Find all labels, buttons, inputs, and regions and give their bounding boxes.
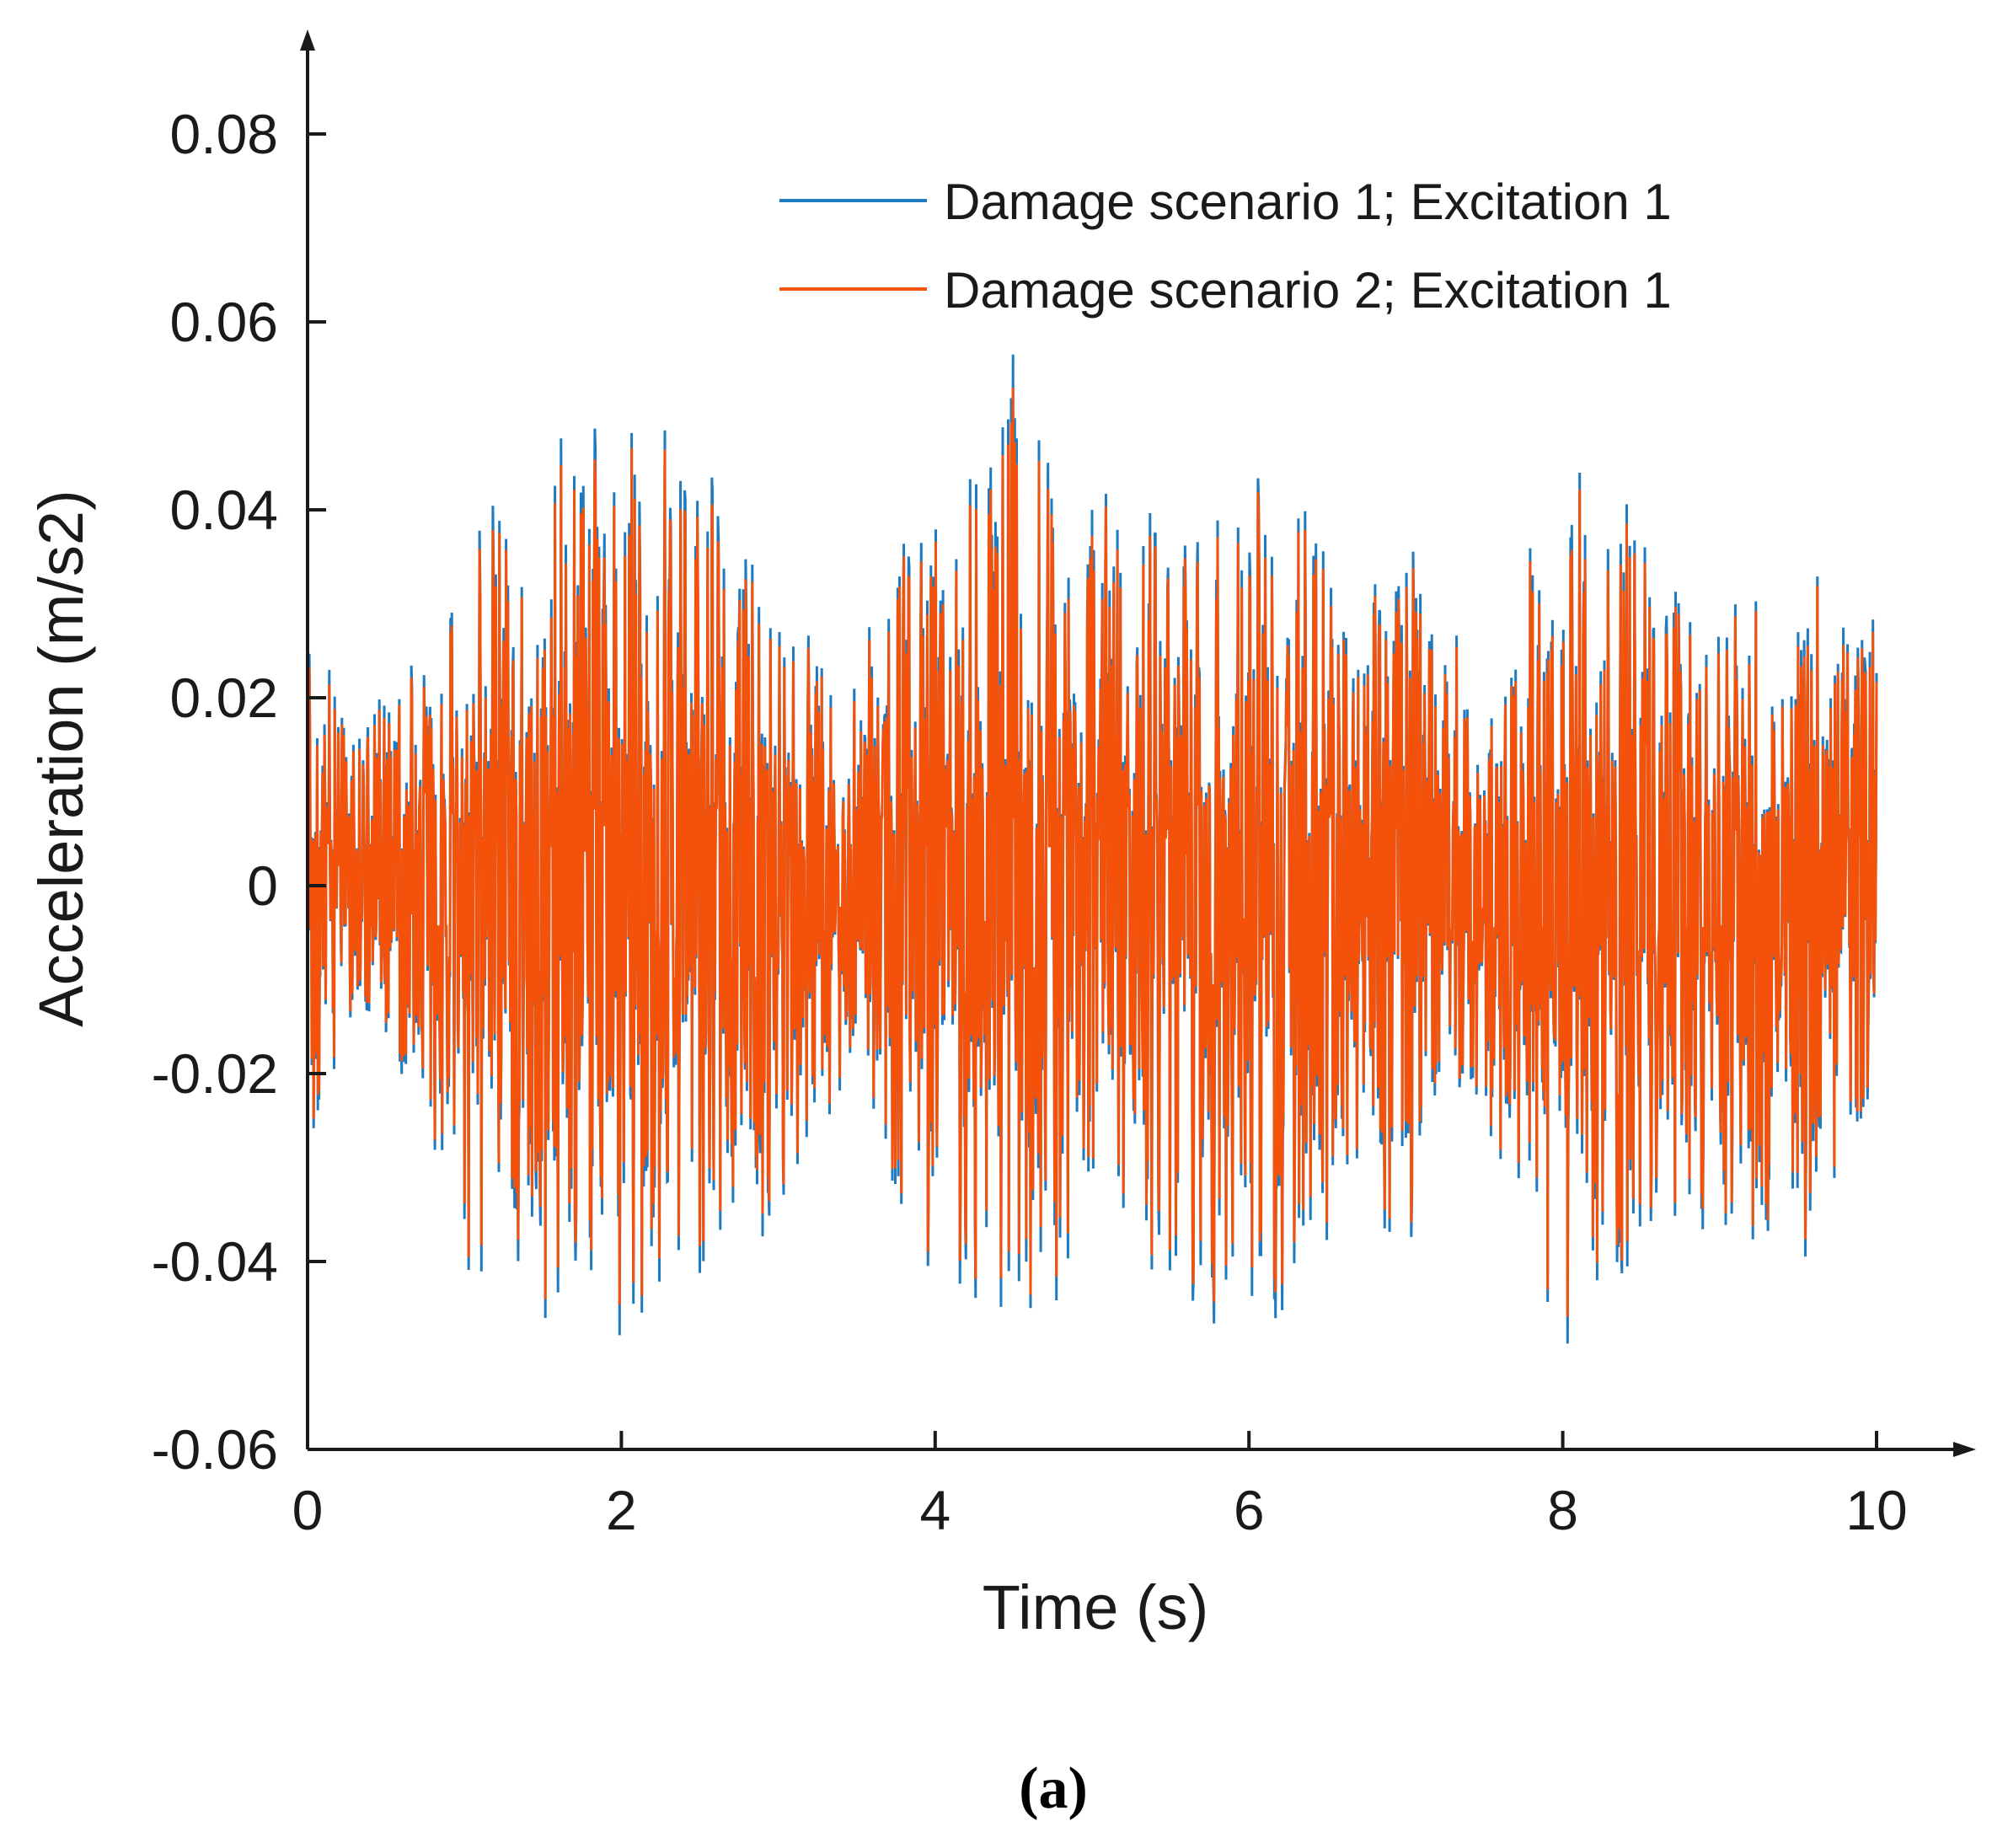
signal-traces (308, 354, 1878, 1344)
legend: Damage scenario 1; Excitation 1 Damage s… (779, 174, 1672, 319)
series-damage-scenario-2-line (308, 387, 1878, 1317)
x-tick-label: 8 (1547, 1479, 1578, 1541)
legend-label-damage-scenario-1: Damage scenario 1; Excitation 1 (944, 174, 1672, 230)
figure-caption: (a) (1019, 1756, 1088, 1821)
axes (300, 29, 1976, 1457)
y-tick-label: 0.08 (170, 103, 278, 165)
x-tick-label: 2 (606, 1479, 637, 1541)
y-tick-label: 0.06 (170, 291, 278, 353)
y-tick-label: -0.02 (152, 1042, 278, 1105)
y-tick-label: 0.02 (170, 667, 278, 729)
y-axis-arrowhead (300, 29, 315, 51)
x-axis-title: Time (s) (983, 1572, 1209, 1642)
y-tick-label: 0 (247, 854, 278, 917)
x-tick-label: 0 (292, 1479, 324, 1541)
y-tick-label: 0.04 (170, 479, 278, 541)
x-tick-label: 6 (1234, 1479, 1265, 1541)
y-tick-label: -0.06 (152, 1418, 278, 1481)
y-tick-label: -0.04 (152, 1230, 278, 1293)
y-axis-title: Acceleration (m/s2) (26, 490, 96, 1026)
x-ticks: 0 2 4 6 8 10 (292, 1431, 1908, 1541)
y-ticks: -0.06 -0.04 -0.02 0 0.02 0.04 0.06 0.08 (152, 103, 326, 1481)
legend-label-damage-scenario-2: Damage scenario 2; Excitation 1 (944, 262, 1672, 319)
x-axis-arrowhead (1953, 1442, 1976, 1457)
x-tick-label: 10 (1845, 1479, 1907, 1541)
x-tick-label: 4 (919, 1479, 950, 1541)
